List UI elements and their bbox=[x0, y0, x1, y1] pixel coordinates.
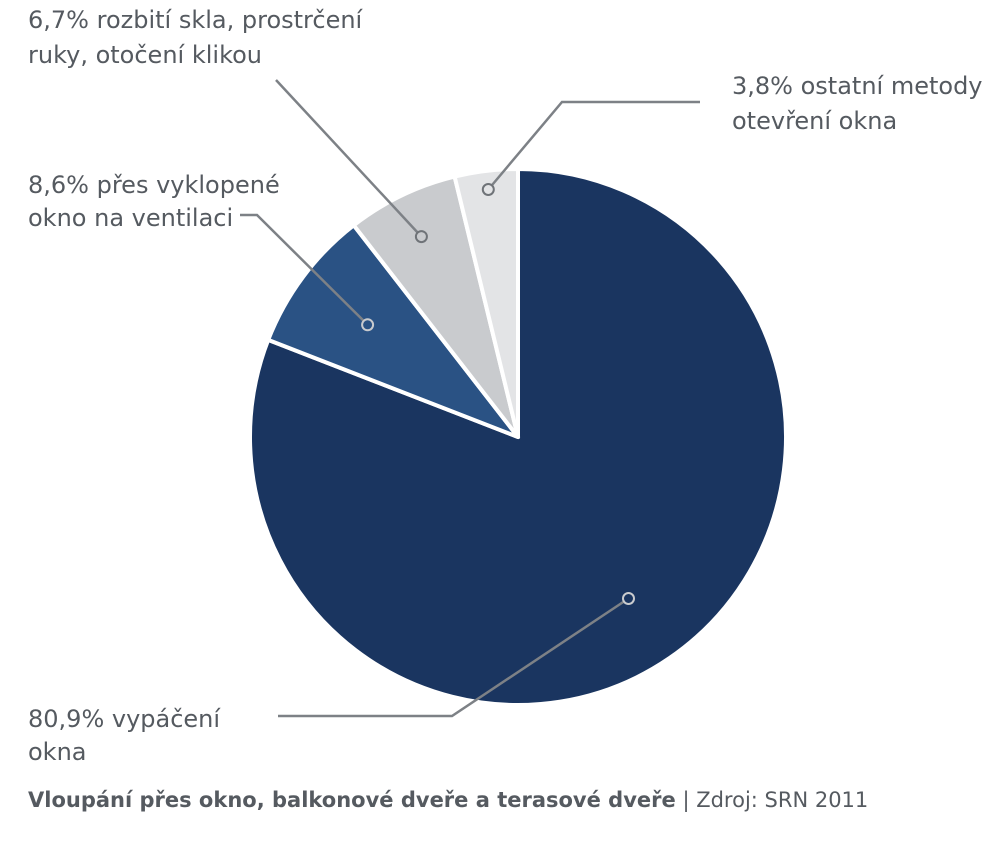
chart-caption: Vloupání přes okno, balkonové dveře a te… bbox=[28, 788, 868, 812]
leader-line-2 bbox=[275, 79, 423, 238]
slice-labels: 80,9% vypáčení okna 8,6% přes vyklopené okn… bbox=[28, 6, 983, 766]
leader-line-3 bbox=[487, 100, 700, 191]
slice-label-1-line-1: okno na ventilaci bbox=[28, 204, 233, 232]
slice-label-2-line-1: ruky, otočení klikou bbox=[28, 41, 262, 69]
leader-dot-0 bbox=[622, 592, 635, 605]
leader-dot-1 bbox=[361, 318, 375, 332]
leader-dot-3 bbox=[481, 183, 495, 196]
caption-separator: | bbox=[682, 788, 690, 812]
slice-label-1-line-0: 8,6% přes vyklopené bbox=[28, 171, 280, 199]
pie-slices bbox=[248, 167, 788, 707]
slice-label-3-line-0: 3,8% ostatní metody bbox=[732, 72, 983, 100]
pie-slice-3 bbox=[452, 167, 520, 439]
slice-label-3-line-1: otevření okna bbox=[732, 107, 897, 135]
leader-line-1 bbox=[240, 213, 369, 326]
pie-slice-2 bbox=[351, 174, 520, 439]
caption-title: Vloupání přes okno, balkonové dveře a te… bbox=[28, 788, 676, 812]
leader-dot-2 bbox=[414, 230, 428, 244]
slice-label-2-line-0: 6,7% rozbití skla, prostrčení bbox=[28, 6, 364, 34]
caption-source: Zdroj: SRN 2011 bbox=[696, 788, 869, 812]
pie-slice-1 bbox=[266, 223, 520, 439]
leader-line-0 bbox=[278, 597, 630, 718]
slice-label-0-line-0: 80,9% vypáčení bbox=[28, 705, 221, 733]
slice-label-0-line-1: okna bbox=[28, 738, 87, 766]
leader-lines bbox=[240, 79, 700, 718]
